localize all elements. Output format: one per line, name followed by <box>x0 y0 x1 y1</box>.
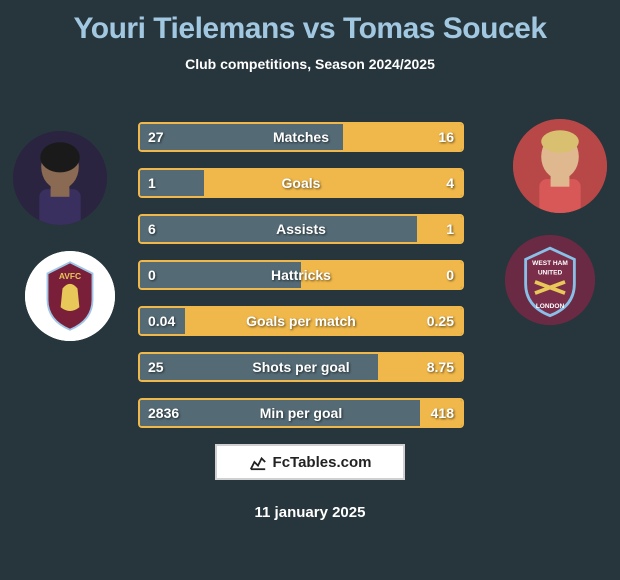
stat-label: Hattricks <box>138 260 464 290</box>
stat-label: Min per goal <box>138 398 464 428</box>
club-right-crest: WEST HAM UNITED LONDON <box>502 232 598 328</box>
stat-row: 2716Matches <box>138 122 464 152</box>
svg-text:WEST HAM: WEST HAM <box>532 260 568 267</box>
page-subtitle: Club competitions, Season 2024/2025 <box>0 56 620 72</box>
stat-row: 00Hattricks <box>138 260 464 290</box>
branding-text: FcTables.com <box>273 454 372 471</box>
west-ham-crest-icon: WEST HAM UNITED LONDON <box>505 235 595 325</box>
date-label: 11 january 2025 <box>0 504 620 521</box>
stat-label: Goals <box>138 168 464 198</box>
player-left-avatar <box>10 128 110 228</box>
branding-badge: FcTables.com <box>215 444 405 480</box>
svg-text:AVFC: AVFC <box>59 271 81 281</box>
stat-row: 61Assists <box>138 214 464 244</box>
svg-text:LONDON: LONDON <box>536 303 565 310</box>
stat-row: 14Goals <box>138 168 464 198</box>
player-right-avatar <box>510 116 610 216</box>
fctables-logo-icon <box>249 453 267 471</box>
stat-label: Assists <box>138 214 464 244</box>
svg-text:UNITED: UNITED <box>538 269 563 276</box>
player-right-headshot-icon <box>513 119 607 213</box>
club-left-crest: AVFC <box>22 248 118 344</box>
stat-row: 258.75Shots per goal <box>138 352 464 382</box>
aston-villa-crest-icon: AVFC <box>25 251 115 341</box>
stat-label: Matches <box>138 122 464 152</box>
stat-label: Shots per goal <box>138 352 464 382</box>
stats-container: 2716Matches 14Goals 61Assists 00Hattricks 0.… <box>138 122 464 444</box>
stat-row: 0.040.25Goals per match <box>138 306 464 336</box>
page-title: Youri Tielemans vs Tomas Soucek <box>0 0 620 46</box>
stat-label: Goals per match <box>138 306 464 336</box>
player-left-headshot-icon <box>13 131 107 225</box>
stat-row: 2836418Min per goal <box>138 398 464 428</box>
